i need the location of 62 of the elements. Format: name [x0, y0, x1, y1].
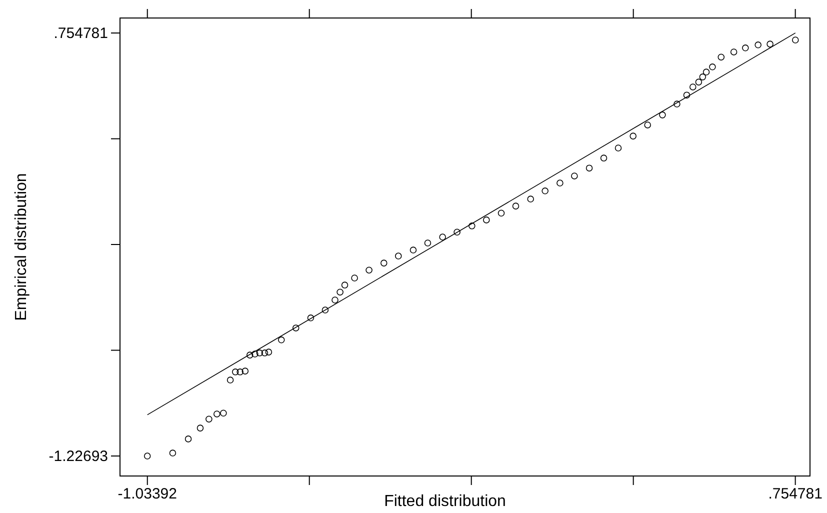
point	[214, 410, 220, 418]
point	[184, 436, 192, 442]
point	[236, 368, 244, 376]
point	[246, 352, 254, 358]
point	[410, 246, 417, 254]
point	[730, 48, 738, 56]
point	[571, 172, 578, 180]
point	[261, 350, 268, 356]
point	[742, 44, 749, 52]
point	[699, 74, 706, 80]
point	[454, 228, 460, 236]
x-axis-title: Fitted distribution	[384, 493, 506, 510]
x-tick-label: -1.03392	[118, 486, 177, 503]
point	[614, 144, 622, 152]
point	[336, 288, 344, 296]
point	[341, 282, 348, 288]
point	[196, 424, 204, 432]
point	[644, 122, 651, 128]
point	[278, 336, 285, 344]
point	[252, 350, 258, 358]
point	[226, 376, 234, 384]
point	[792, 36, 799, 44]
point	[265, 348, 272, 356]
point	[709, 64, 716, 70]
point	[683, 92, 690, 98]
point	[556, 180, 564, 186]
point	[695, 78, 702, 86]
y-tick-label: -1.22693	[48, 448, 108, 465]
point	[542, 188, 548, 194]
point	[206, 416, 212, 422]
point	[292, 324, 300, 332]
point	[439, 234, 446, 240]
point	[702, 68, 710, 76]
point	[351, 274, 358, 282]
point	[332, 296, 338, 304]
point	[380, 260, 388, 266]
point	[307, 314, 314, 322]
point	[512, 202, 520, 210]
point	[232, 368, 239, 376]
point	[690, 84, 696, 90]
point	[242, 368, 249, 374]
point	[169, 450, 176, 456]
point	[256, 350, 264, 356]
point	[395, 252, 402, 260]
point	[144, 452, 151, 460]
y-axis-title: Empirical distribution	[13, 173, 30, 321]
point	[424, 240, 432, 246]
point	[366, 266, 372, 274]
point	[754, 42, 762, 48]
point	[322, 306, 329, 314]
point	[468, 222, 476, 230]
point	[600, 154, 608, 162]
point	[718, 54, 725, 60]
point	[220, 410, 227, 416]
point	[527, 196, 534, 202]
point	[659, 112, 666, 118]
point	[766, 40, 774, 48]
point	[630, 132, 636, 140]
point	[674, 100, 680, 108]
point	[483, 216, 490, 224]
point	[586, 164, 593, 172]
point	[498, 210, 505, 216]
